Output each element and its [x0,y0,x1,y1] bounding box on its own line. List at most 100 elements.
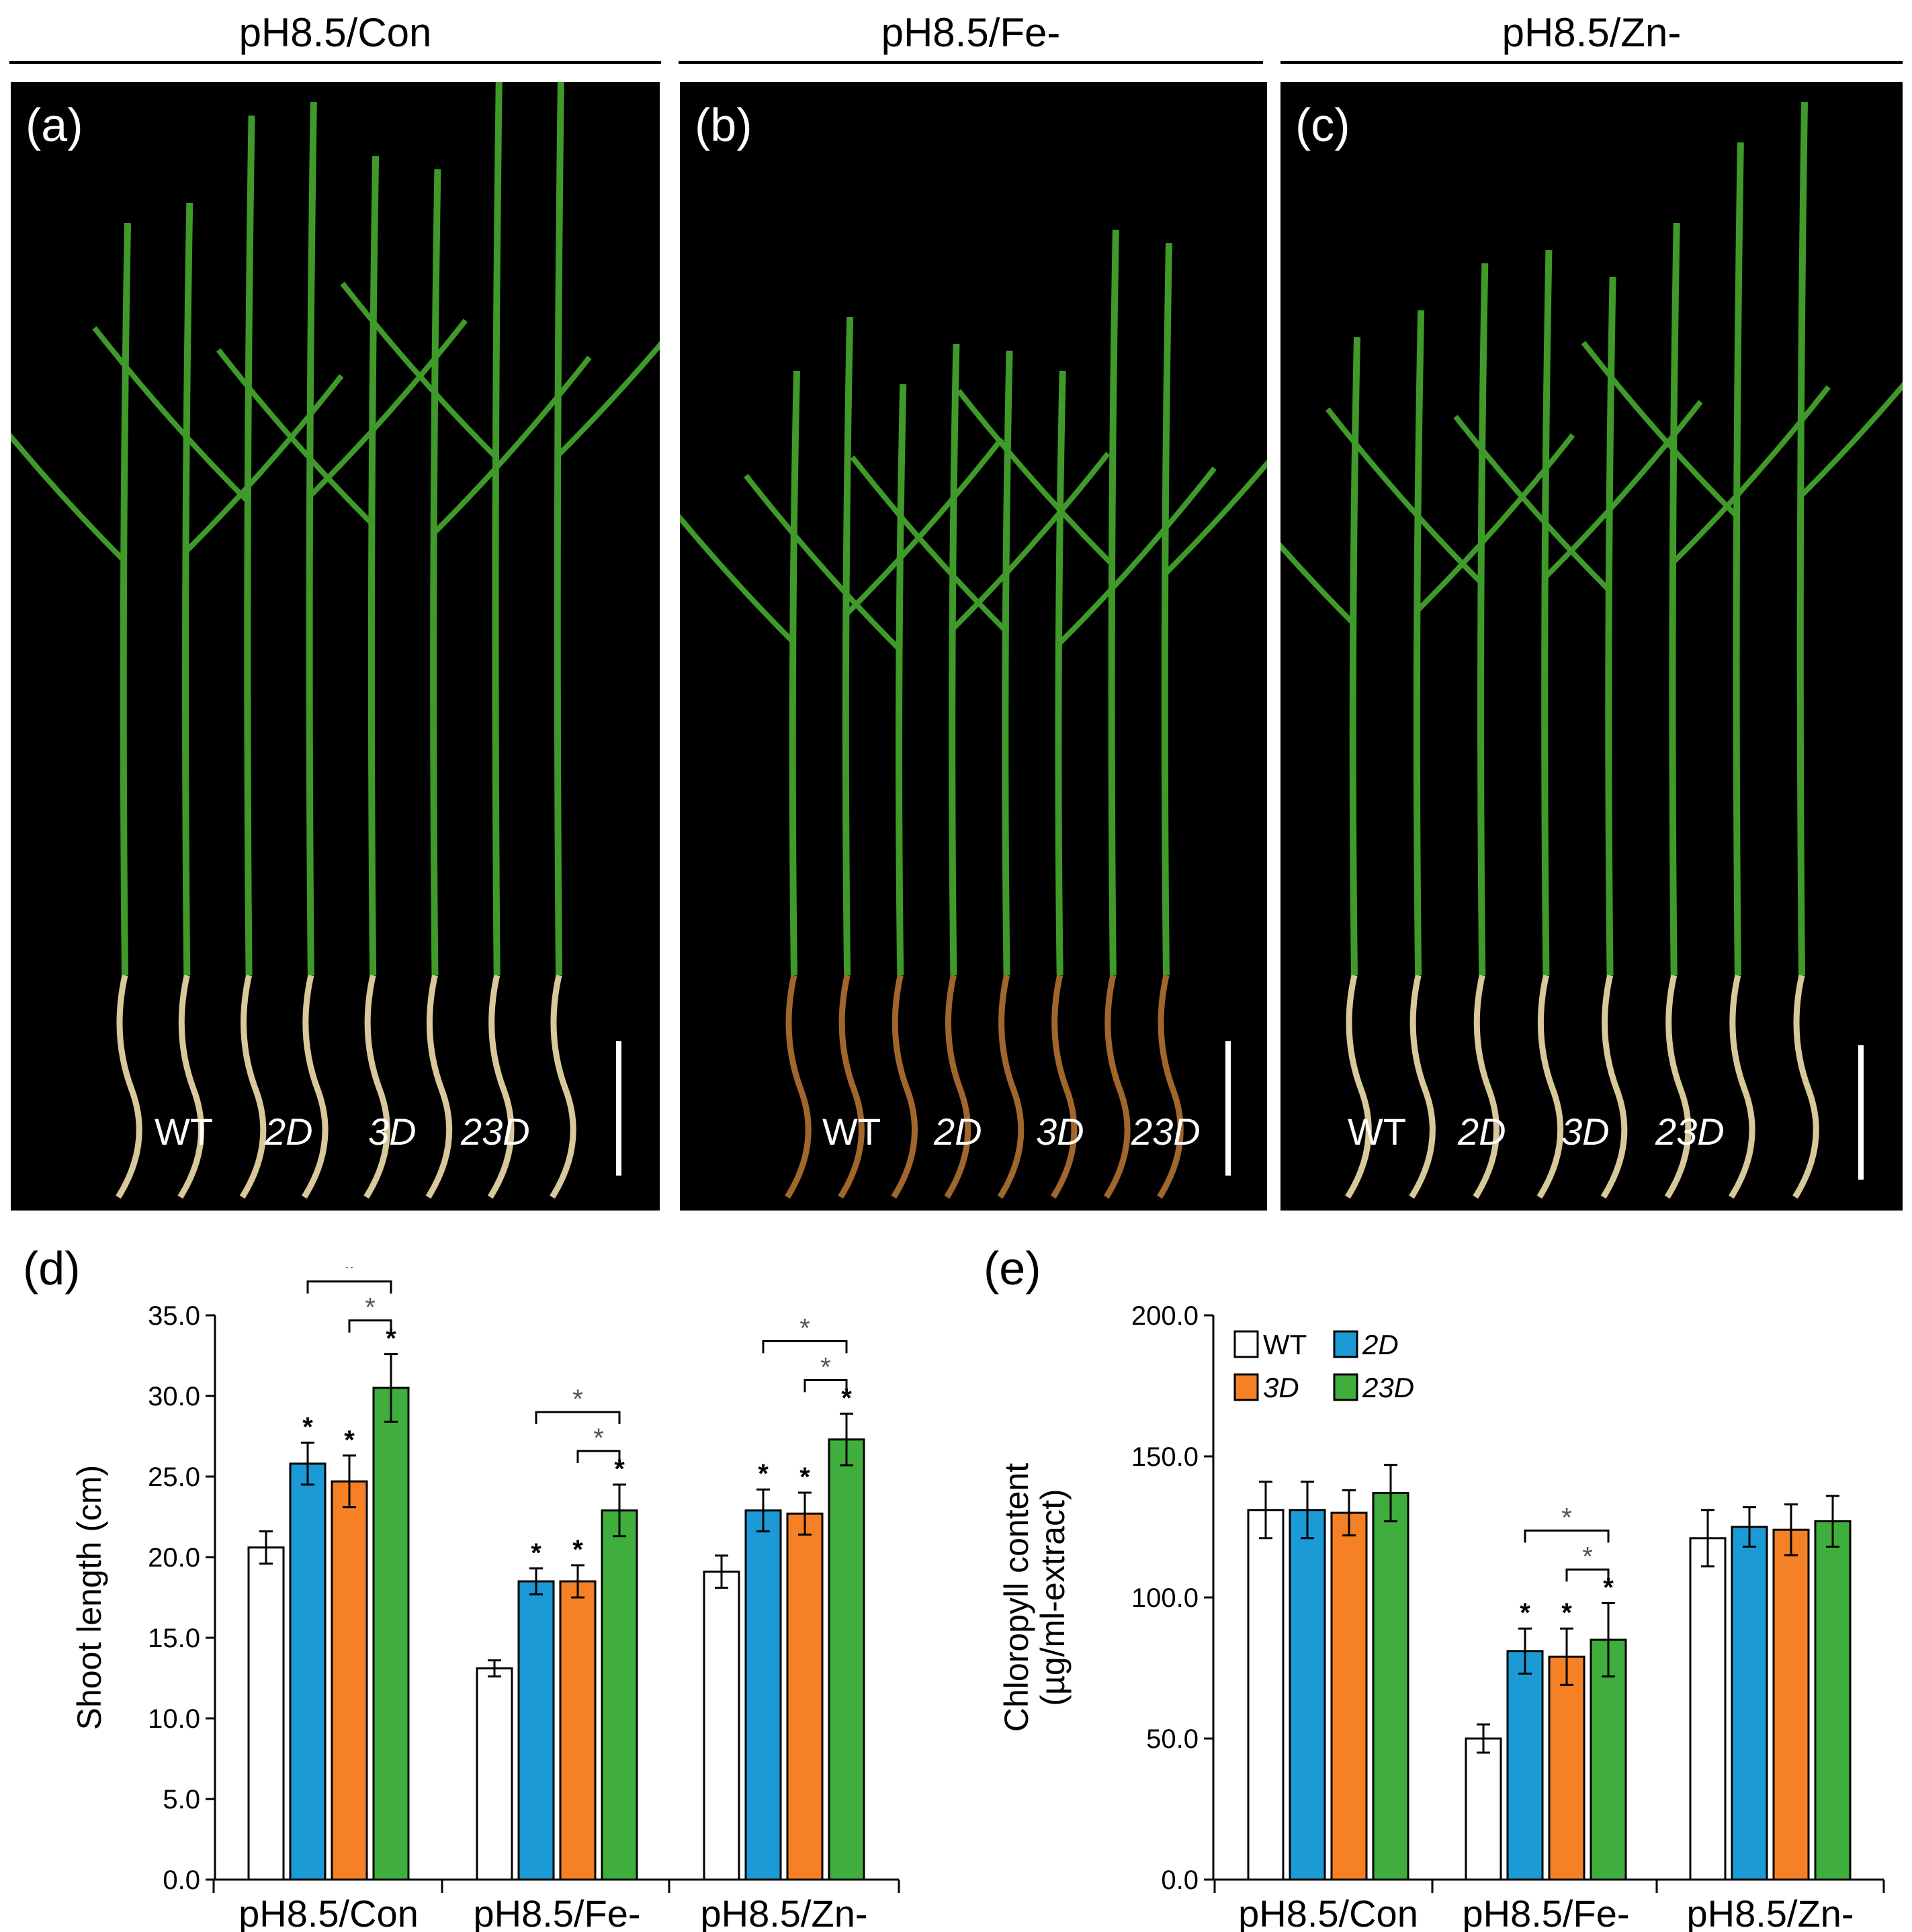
y-tick-label: 25.0 [148,1462,200,1492]
seedling [850,350,1025,1199]
seedling-leaf [845,437,1004,615]
seedling-root [891,975,918,1199]
seedling-stem [492,82,503,976]
seedling-leaf [956,389,1115,568]
seedling [680,370,812,1199]
significance-star: * [386,1324,396,1354]
seedling-leaf [340,281,499,460]
bar-3d [1772,1528,1810,1881]
seedling [744,384,918,1199]
seedling-root [1345,975,1372,1199]
seedling-root [302,975,329,1199]
legend-label-3d: 3D [1263,1372,1299,1403]
seedling-leaf [433,355,592,534]
seedling-root [1409,975,1436,1199]
significance-star: * [531,1538,541,1568]
significance-bracket [803,1378,848,1393]
seedling-root [425,975,453,1199]
seedling-stem [430,169,441,976]
significance-bracket [306,1280,392,1294]
legend-label-2d: 2D [1362,1329,1399,1360]
seedling-leaf [1671,385,1831,564]
significance-star: * [841,1383,852,1413]
seedling-stem [842,316,854,976]
bracket-star: * [1582,1542,1593,1571]
bar-3d [559,1580,597,1881]
scale-bar [1858,1045,1864,1180]
seedling-leaf [1164,459,1267,575]
genotype-label-2d: 2D [265,1110,313,1153]
seedling-leaf [92,326,251,504]
seedling [11,222,142,1199]
panel-letter-b: (b) [695,99,752,151]
genotype-label-2d: 2D [934,1110,982,1153]
seedling-stem [1349,337,1360,976]
seedling-leaf [951,451,1111,630]
y-axis-label: Shoot length (cm) [71,1465,108,1730]
genotype-label-23d: 23D [461,1110,530,1153]
seedling [1157,243,1267,1199]
bar-2d [1289,1509,1326,1881]
chlorophyll-chart: 0.0 50.0 100.0 150.0 200.0 Chloropyll content… [998,1301,1885,1932]
seedling-root [1729,975,1755,1199]
panel-letter-d: (d) [23,1242,81,1294]
seedling [1664,222,1831,1199]
bracket-star: * [593,1423,604,1453]
seedling-root [1600,975,1628,1199]
y-tick-label: 0.0 [1161,1865,1199,1895]
shoot-length-chart: 0.0 5.0 10.0 15.0 20.0 25.0 30.0 35.0 Shoot leng… [71,1267,900,1932]
seedling-stem [182,202,193,976]
seedling [1792,101,1903,1199]
y-tick-label: 200.0 [1131,1301,1199,1331]
seedling [944,343,1111,1199]
seedling [340,82,515,1199]
seedling-leaf [1280,541,1356,627]
seedling-root [1157,975,1184,1199]
bar-3d [786,1512,824,1881]
y-tick-label: 5.0 [163,1785,200,1814]
seedling-stem [1796,101,1808,976]
seedling-leaf [850,455,1009,634]
seedling-root [1104,975,1131,1199]
bar-wt [247,1546,285,1881]
seedling [550,82,660,1199]
x-category-label: pH8.5/Zn- [701,1892,868,1932]
x-category-label: pH8.5/Con [1238,1892,1418,1932]
seedling [838,316,1004,1199]
condition-rule-con [9,61,661,64]
seedling-stem [1108,229,1119,976]
seedling-root [487,975,515,1199]
bar-23d [601,1509,638,1881]
seedling [1581,142,1755,1199]
seedling-stem [1477,263,1489,976]
seedling-stem [367,155,380,976]
bar-2d [289,1462,327,1881]
y-tick-label: 35.0 [148,1301,200,1331]
significance-star: * [344,1425,355,1455]
seedling-leaf [1416,433,1575,612]
y-tick-label: 10.0 [148,1704,200,1734]
condition-rule-fe [679,61,1263,64]
seedling-leaf [216,348,375,527]
seedling [1536,249,1703,1199]
seedling [425,169,592,1199]
seedling-stem [1733,142,1744,976]
genotype-label-23d: 23D [1655,1110,1725,1153]
seedling-root [550,975,576,1199]
bar-3d [1330,1511,1368,1881]
seedling-root [944,975,971,1199]
significance-star: * [1561,1598,1572,1628]
significance-star: * [1603,1573,1614,1602]
seedling-leaf [1800,382,1903,497]
seedling-root [1664,975,1692,1199]
y-tick-label: 150.0 [1131,1442,1199,1472]
bar-wt [1465,1737,1502,1881]
seedlings-image [1280,101,1903,1199]
significance-bracket [1524,1529,1610,1543]
panel-letter-e: (e) [984,1242,1041,1294]
seedling-leaf [1544,400,1703,578]
legend-swatch-wt [1233,1330,1259,1358]
legend-swatch-2d [1333,1330,1358,1358]
significance-bracket [762,1340,848,1354]
legend-label-wt: WT [1263,1329,1307,1360]
